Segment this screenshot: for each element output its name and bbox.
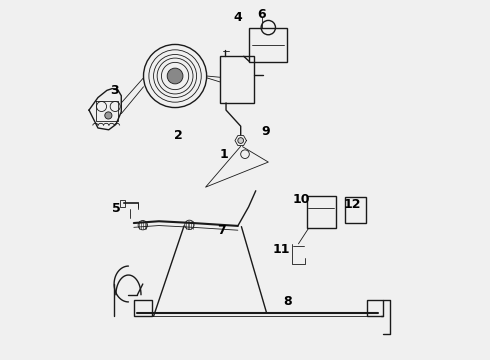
Text: 12: 12: [344, 198, 361, 211]
Text: 8: 8: [284, 296, 293, 309]
Text: 2: 2: [174, 129, 183, 142]
Circle shape: [105, 112, 112, 119]
Text: 11: 11: [272, 243, 290, 256]
Text: 5: 5: [112, 202, 120, 215]
Text: 4: 4: [233, 12, 242, 24]
Text: 3: 3: [110, 84, 119, 97]
Text: 1: 1: [219, 148, 228, 161]
Bar: [307, 196, 336, 228]
Circle shape: [167, 68, 183, 84]
Text: 6: 6: [257, 8, 266, 21]
Bar: [220, 56, 254, 103]
Bar: [344, 197, 366, 223]
Text: 7: 7: [218, 224, 226, 237]
Text: 9: 9: [262, 125, 270, 138]
Bar: [120, 200, 124, 207]
Text: 10: 10: [293, 193, 310, 206]
Circle shape: [238, 138, 244, 143]
Bar: [367, 301, 383, 316]
Bar: [249, 28, 287, 62]
Bar: [134, 300, 152, 316]
